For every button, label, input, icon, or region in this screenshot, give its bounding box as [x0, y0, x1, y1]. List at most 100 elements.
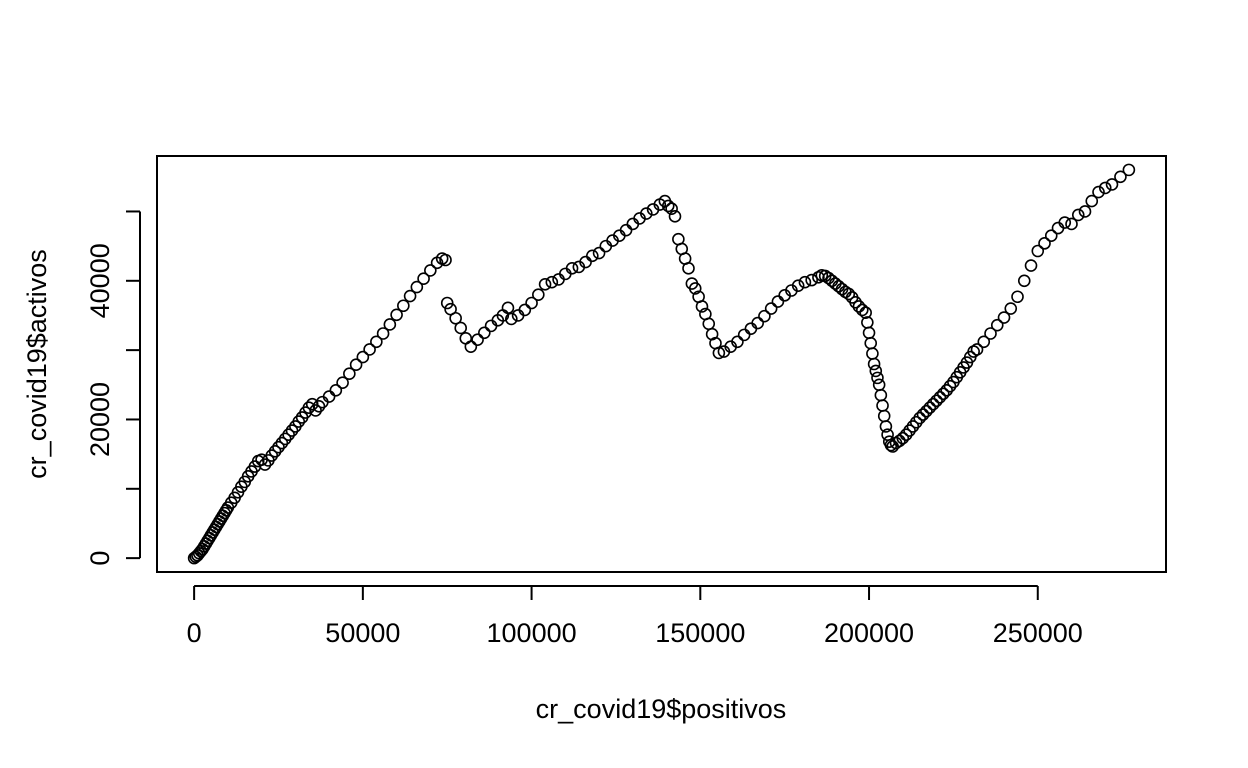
data-point — [764, 302, 778, 315]
data-point — [936, 387, 950, 401]
data-point — [440, 296, 454, 310]
data-point — [322, 390, 336, 403]
data-point — [424, 264, 437, 277]
data-point — [285, 424, 299, 437]
data-point — [329, 384, 343, 397]
data-point — [390, 308, 403, 322]
data-point — [532, 288, 545, 301]
data-point — [417, 272, 430, 286]
data-point — [258, 458, 272, 471]
data-point — [478, 326, 491, 340]
data-point — [1122, 163, 1136, 177]
data-point — [849, 295, 862, 309]
data-point — [1098, 181, 1112, 195]
data-point — [852, 300, 866, 313]
data-point — [439, 253, 452, 267]
data-point — [397, 299, 410, 313]
data-point — [871, 371, 884, 385]
data-point — [940, 384, 953, 397]
data-point — [1017, 274, 1031, 288]
data-point — [695, 300, 709, 313]
data-point — [916, 408, 930, 421]
data-point — [712, 346, 726, 360]
data-point — [1071, 208, 1085, 222]
data-point — [933, 390, 947, 404]
data-point — [906, 420, 920, 433]
data-point — [538, 277, 552, 291]
data-point — [403, 289, 417, 303]
data-point — [990, 318, 1004, 332]
data-point — [926, 397, 940, 411]
data-point — [336, 376, 349, 390]
data-point — [855, 303, 869, 317]
data-point — [869, 364, 883, 378]
data-point — [292, 415, 306, 428]
data-point — [859, 306, 872, 319]
data-point — [356, 350, 370, 364]
data-point — [518, 303, 532, 317]
data-point — [805, 273, 818, 287]
data-point — [268, 445, 282, 458]
data-point — [376, 327, 390, 340]
data-point — [1004, 302, 1018, 315]
data-point — [737, 328, 751, 342]
data-point — [265, 449, 279, 462]
data-point — [464, 340, 478, 353]
y-axis: 0 20000 40000 — [85, 210, 141, 566]
data-point — [1065, 217, 1078, 231]
data-point — [505, 312, 518, 326]
data-point — [1105, 178, 1119, 191]
x-tick-label: 50000 — [325, 618, 400, 648]
data-point — [1114, 170, 1127, 184]
data-point — [565, 262, 579, 275]
data-point — [545, 275, 559, 289]
data-point — [731, 335, 744, 349]
x-axis-label: cr_covid19$positivos — [536, 694, 787, 724]
x-tick-label: 0 — [187, 618, 202, 648]
data-point — [791, 279, 805, 292]
data-point — [282, 428, 295, 442]
data-point — [668, 210, 682, 223]
data-point — [363, 343, 376, 356]
data-point — [896, 431, 910, 445]
data-point — [275, 436, 289, 450]
data-point — [640, 207, 653, 220]
x-tick-label: 200000 — [824, 618, 914, 648]
data-point — [879, 420, 893, 433]
y-axis-label: cr_covid19$activos — [22, 249, 52, 479]
data-point — [501, 301, 515, 315]
data-point — [370, 335, 383, 349]
data-point — [1038, 237, 1051, 250]
data-point — [278, 432, 292, 446]
data-point — [758, 309, 771, 323]
data-point — [920, 404, 933, 418]
x-tick-label: 250000 — [993, 618, 1083, 648]
data-point — [1058, 216, 1072, 229]
data-point — [586, 249, 599, 263]
data-point — [1085, 194, 1099, 208]
data-point — [771, 295, 785, 308]
data-point — [913, 411, 926, 425]
data-point — [893, 434, 906, 448]
data-point — [842, 287, 856, 301]
data-point — [349, 358, 363, 371]
y-tick-label: 0 — [85, 551, 115, 566]
data-point — [977, 335, 991, 349]
data-point — [309, 404, 322, 417]
y-tick-label: 40000 — [85, 243, 115, 318]
data-point — [1044, 229, 1058, 243]
data-point — [449, 311, 462, 325]
x-tick-label: 100000 — [487, 618, 577, 648]
data-point — [619, 223, 633, 237]
data-point — [343, 367, 356, 381]
data-point — [410, 280, 424, 294]
data-point — [592, 246, 606, 260]
data-point — [471, 333, 484, 347]
data-point — [984, 327, 997, 340]
data-point — [1024, 259, 1038, 272]
data-point — [751, 316, 764, 330]
data-point — [909, 415, 923, 429]
data-point — [661, 199, 675, 213]
